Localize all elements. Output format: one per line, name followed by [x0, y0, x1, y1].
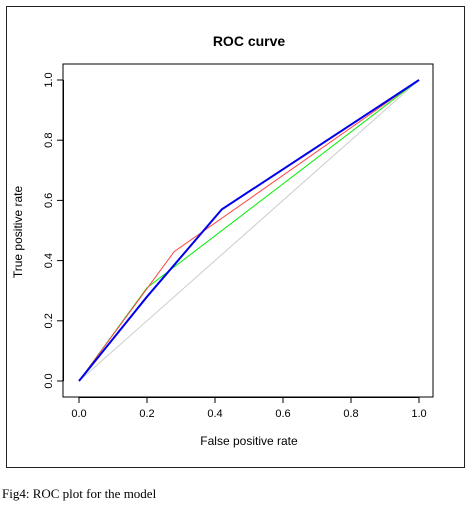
x-tick-label: 0.6 [275, 408, 290, 420]
y-tick-label: 0.2 [43, 313, 55, 328]
figure-caption: Fig4: ROC plot for the model [2, 486, 157, 501]
x-axis-label: False positive rate [200, 434, 298, 448]
series-layer [78, 79, 420, 382]
y-axis-label: True positive rate [11, 186, 25, 279]
roc-chart: ROC curve 0.0 0.2 0.4 0.6 0.8 1.0 0.00.20.40.… [11, 33, 434, 448]
y-tick-label: 0.8 [43, 133, 55, 148]
x-tick-label: 1.0 [411, 408, 426, 420]
y-tick-label: 0.6 [43, 193, 55, 208]
roc-series-1 [78, 79, 420, 382]
x-tick-label: 0.4 [207, 408, 222, 420]
roc-series-3 [78, 79, 420, 382]
figure-frame: ROC curve 0.0 0.2 0.4 0.6 0.8 1.0 0.0 0.2 0.4 0.… [6, 6, 465, 468]
y-tick-label: 0.0 [43, 373, 55, 388]
chart-title: ROC curve [213, 33, 286, 49]
x-tick-label: 0.0 [71, 408, 86, 420]
roc-series-4 [78, 79, 420, 382]
plot-border [62, 63, 434, 398]
y-tick-label: 1.0 [43, 72, 55, 87]
x-tick-label: 0.8 [343, 408, 358, 420]
y-tick-label: 0.4 [43, 253, 55, 268]
y-axis: 0.0 0.2 0.4 0.6 0.8 1.0 [43, 72, 64, 389]
x-axis: 0.0 0.2 0.4 0.6 0.8 1.0 [71, 397, 427, 420]
x-tick-label: 0.2 [139, 408, 154, 420]
